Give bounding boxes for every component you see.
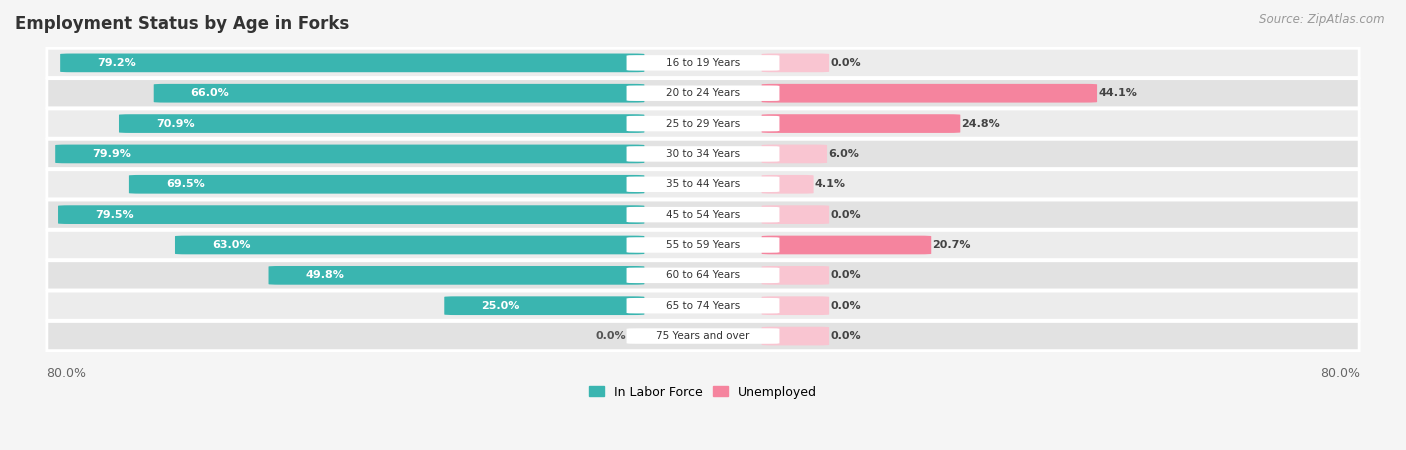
Text: 0.0%: 0.0% [831,210,860,220]
FancyBboxPatch shape [153,84,644,103]
FancyBboxPatch shape [269,266,644,285]
Text: 60 to 64 Years: 60 to 64 Years [666,270,740,280]
Text: 35 to 44 Years: 35 to 44 Years [666,179,740,189]
FancyBboxPatch shape [762,236,931,254]
Text: 4.1%: 4.1% [815,179,846,189]
FancyBboxPatch shape [627,328,779,344]
FancyBboxPatch shape [58,205,644,224]
Text: 55 to 59 Years: 55 to 59 Years [666,240,740,250]
Text: 63.0%: 63.0% [212,240,250,250]
FancyBboxPatch shape [762,175,814,194]
FancyBboxPatch shape [46,170,1360,199]
Text: 79.2%: 79.2% [97,58,136,68]
FancyBboxPatch shape [46,140,1360,168]
FancyBboxPatch shape [627,86,779,101]
Text: 20 to 24 Years: 20 to 24 Years [666,88,740,98]
FancyBboxPatch shape [46,200,1360,229]
FancyBboxPatch shape [55,144,644,163]
Text: 16 to 19 Years: 16 to 19 Years [666,58,740,68]
Text: 49.8%: 49.8% [305,270,344,280]
Text: 30 to 34 Years: 30 to 34 Years [666,149,740,159]
FancyBboxPatch shape [627,237,779,253]
Text: 0.0%: 0.0% [831,331,860,341]
FancyBboxPatch shape [762,297,830,315]
FancyBboxPatch shape [46,109,1360,138]
Text: 0.0%: 0.0% [596,331,627,341]
FancyBboxPatch shape [46,261,1360,290]
FancyBboxPatch shape [444,297,644,315]
FancyBboxPatch shape [129,175,644,194]
Text: 79.9%: 79.9% [93,149,131,159]
FancyBboxPatch shape [762,205,830,224]
FancyBboxPatch shape [174,236,644,254]
FancyBboxPatch shape [627,298,779,314]
FancyBboxPatch shape [46,48,1360,77]
FancyBboxPatch shape [120,114,644,133]
Text: 44.1%: 44.1% [1098,88,1137,98]
Text: 0.0%: 0.0% [831,58,860,68]
FancyBboxPatch shape [627,116,779,131]
Text: 69.5%: 69.5% [166,179,205,189]
Text: 25.0%: 25.0% [481,301,520,310]
FancyBboxPatch shape [762,327,830,346]
FancyBboxPatch shape [627,176,779,192]
Text: 79.5%: 79.5% [96,210,134,220]
Text: 25 to 29 Years: 25 to 29 Years [666,119,740,129]
Text: 66.0%: 66.0% [191,88,229,98]
Text: 6.0%: 6.0% [828,149,859,159]
FancyBboxPatch shape [762,84,1097,103]
Text: 45 to 54 Years: 45 to 54 Years [666,210,740,220]
Text: 20.7%: 20.7% [932,240,972,250]
FancyBboxPatch shape [762,114,960,133]
FancyBboxPatch shape [627,268,779,283]
FancyBboxPatch shape [46,321,1360,351]
FancyBboxPatch shape [46,230,1360,260]
Text: 65 to 74 Years: 65 to 74 Years [666,301,740,310]
FancyBboxPatch shape [46,291,1360,320]
Text: 70.9%: 70.9% [156,119,194,129]
Text: Employment Status by Age in Forks: Employment Status by Age in Forks [15,15,349,33]
Text: 24.8%: 24.8% [962,119,1000,129]
Text: 0.0%: 0.0% [831,270,860,280]
FancyBboxPatch shape [46,79,1360,108]
Text: Source: ZipAtlas.com: Source: ZipAtlas.com [1260,14,1385,27]
FancyBboxPatch shape [627,55,779,71]
FancyBboxPatch shape [627,146,779,162]
Text: 75 Years and over: 75 Years and over [657,331,749,341]
FancyBboxPatch shape [762,266,830,285]
FancyBboxPatch shape [60,54,644,72]
Text: 0.0%: 0.0% [831,301,860,310]
FancyBboxPatch shape [627,207,779,222]
FancyBboxPatch shape [762,54,830,72]
Legend: In Labor Force, Unemployed: In Labor Force, Unemployed [583,381,823,404]
FancyBboxPatch shape [762,144,827,163]
